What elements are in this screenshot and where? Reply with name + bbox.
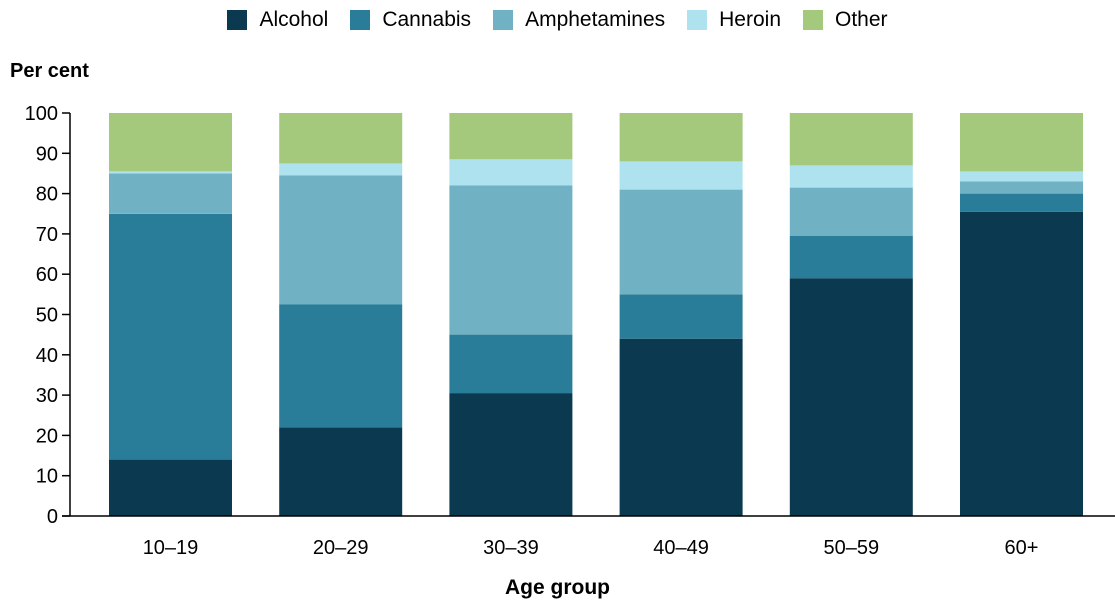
legend-swatch-amphetamines — [493, 10, 514, 30]
legend-item-amphetamines: Amphetamines — [493, 8, 665, 32]
x-tick-label: 30–39 — [483, 537, 539, 559]
bar-segment-amphetamines-1 — [109, 173, 232, 214]
bar-segment-other-3 — [449, 113, 573, 160]
y-axis-title: Per cent — [10, 60, 89, 82]
bar-segment-cannabis-1 — [109, 213, 232, 460]
y-tick-label: 60 — [36, 264, 58, 286]
bar-segment-heroin-2 — [279, 163, 403, 176]
y-tick-label: 70 — [36, 224, 58, 246]
bar-segment-amphetamines-2 — [279, 175, 403, 305]
x-tick-label: 20–29 — [313, 537, 369, 559]
bar-segment-heroin-6 — [960, 171, 1083, 182]
bar-segment-heroin-5 — [789, 165, 913, 188]
bar-segment-heroin-4 — [619, 161, 743, 190]
legend: Alcohol Cannabis Amphetamines Heroin Oth… — [0, 8, 1115, 32]
bar-segment-alcohol-4 — [619, 338, 743, 516]
y-tick-label: 80 — [36, 184, 58, 206]
legend-swatch-heroin — [687, 10, 708, 30]
bar-segment-cannabis-6 — [960, 193, 1083, 212]
bar-segment-cannabis-2 — [279, 304, 403, 428]
legend-swatch-cannabis — [350, 10, 371, 30]
legend-swatch-alcohol — [227, 10, 248, 30]
bar-segment-amphetamines-6 — [960, 181, 1083, 194]
y-tick-label: 40 — [36, 345, 58, 367]
bar-segment-heroin-1 — [109, 171, 232, 174]
legend-item-alcohol: Alcohol — [227, 8, 328, 32]
bar-segment-amphetamines-3 — [449, 185, 573, 335]
bar-segment-other-4 — [619, 113, 743, 162]
y-tick-label: 100 — [25, 103, 58, 125]
bar-segment-alcohol-6 — [960, 211, 1083, 516]
bar-segment-alcohol-1 — [109, 459, 232, 516]
y-tick-label: 10 — [36, 466, 58, 488]
bar-segment-amphetamines-5 — [789, 187, 913, 236]
y-tick-label: 20 — [36, 425, 58, 447]
x-tick-label: 10–19 — [143, 537, 199, 559]
bars-group — [109, 113, 1083, 516]
legend-label-amphetamines: Amphetamines — [525, 8, 666, 31]
y-tick-label: 0 — [47, 506, 58, 528]
bar-segment-alcohol-3 — [449, 393, 573, 516]
axes-group: 10–19 20–29 30–39 40–49 50–59 60+ 0 10 20 30 40 50 6… — [25, 103, 1115, 559]
bar-segment-amphetamines-4 — [619, 189, 743, 295]
bar-segment-alcohol-5 — [789, 278, 913, 516]
x-axis-title: Age group — [505, 576, 610, 599]
legend-label-other: Other — [835, 8, 888, 31]
bar-segment-other-5 — [789, 113, 913, 166]
y-tick-label: 90 — [36, 143, 58, 165]
legend-label-heroin: Heroin — [719, 8, 782, 31]
bar-segment-other-6 — [960, 113, 1083, 172]
bar-segment-other-1 — [109, 113, 232, 172]
legend-item-other: Other — [803, 8, 888, 32]
bar-segment-alcohol-2 — [279, 427, 403, 516]
x-tick-label: 50–59 — [823, 537, 879, 559]
bar-segment-other-2 — [279, 113, 403, 164]
x-tick-label: 40–49 — [653, 537, 709, 559]
bar-segment-cannabis-5 — [789, 235, 913, 279]
y-tick-label: 30 — [36, 385, 58, 407]
legend-label-cannabis: Cannabis — [382, 8, 472, 31]
legend-label-alcohol: Alcohol — [259, 8, 329, 31]
legend-item-heroin: Heroin — [687, 8, 781, 32]
bar-segment-cannabis-3 — [449, 334, 573, 393]
legend-swatch-other — [803, 10, 824, 30]
y-tick-label: 50 — [36, 305, 58, 327]
legend-item-cannabis: Cannabis — [350, 8, 471, 32]
bar-segment-cannabis-4 — [619, 294, 743, 339]
x-tick-label: 60+ — [1005, 537, 1039, 559]
bar-segment-heroin-3 — [449, 159, 573, 186]
